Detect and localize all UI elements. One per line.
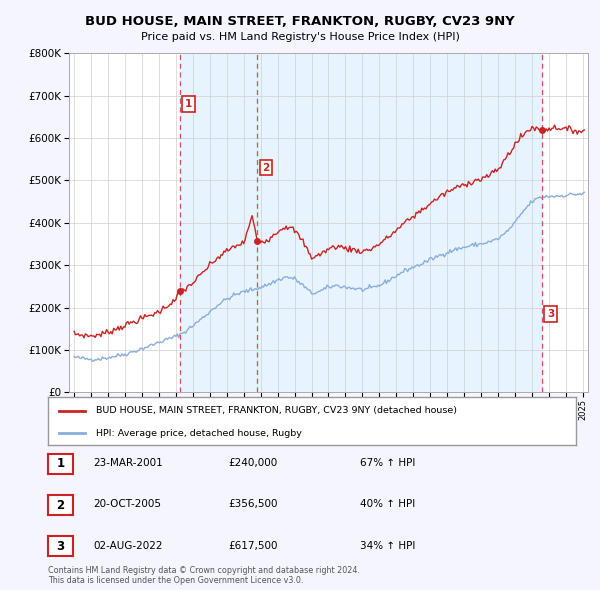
Text: 3: 3: [547, 309, 554, 319]
Text: 02-AUG-2022: 02-AUG-2022: [93, 541, 163, 550]
Text: BUD HOUSE, MAIN STREET, FRANKTON, RUGBY, CV23 9NY (detached house): BUD HOUSE, MAIN STREET, FRANKTON, RUGBY,…: [95, 406, 457, 415]
Text: 2: 2: [262, 163, 269, 173]
Text: HPI: Average price, detached house, Rugby: HPI: Average price, detached house, Rugb…: [95, 429, 301, 438]
Point: [175, 286, 185, 296]
Bar: [180, 53, 257, 392]
Point: [537, 126, 547, 135]
Text: 1: 1: [185, 99, 192, 109]
Text: 3: 3: [56, 540, 65, 553]
Text: 67% ↑ HPI: 67% ↑ HPI: [360, 458, 415, 468]
Text: Price paid vs. HM Land Registry's House Price Index (HPI): Price paid vs. HM Land Registry's House …: [140, 32, 460, 42]
Text: £240,000: £240,000: [228, 458, 277, 468]
Text: 1: 1: [56, 457, 65, 470]
Text: BUD HOUSE, MAIN STREET, FRANKTON, RUGBY, CV23 9NY: BUD HOUSE, MAIN STREET, FRANKTON, RUGBY,…: [85, 15, 515, 28]
Text: 2: 2: [56, 499, 65, 512]
Text: £356,500: £356,500: [228, 500, 277, 509]
Point: [253, 237, 262, 246]
Text: Contains HM Land Registry data © Crown copyright and database right 2024.
This d: Contains HM Land Registry data © Crown c…: [48, 566, 360, 585]
Text: £617,500: £617,500: [228, 541, 277, 550]
Text: 23-MAR-2001: 23-MAR-2001: [93, 458, 163, 468]
Text: 34% ↑ HPI: 34% ↑ HPI: [360, 541, 415, 550]
Text: 40% ↑ HPI: 40% ↑ HPI: [360, 500, 415, 509]
Bar: [257, 53, 542, 392]
Text: 20-OCT-2005: 20-OCT-2005: [93, 500, 161, 509]
